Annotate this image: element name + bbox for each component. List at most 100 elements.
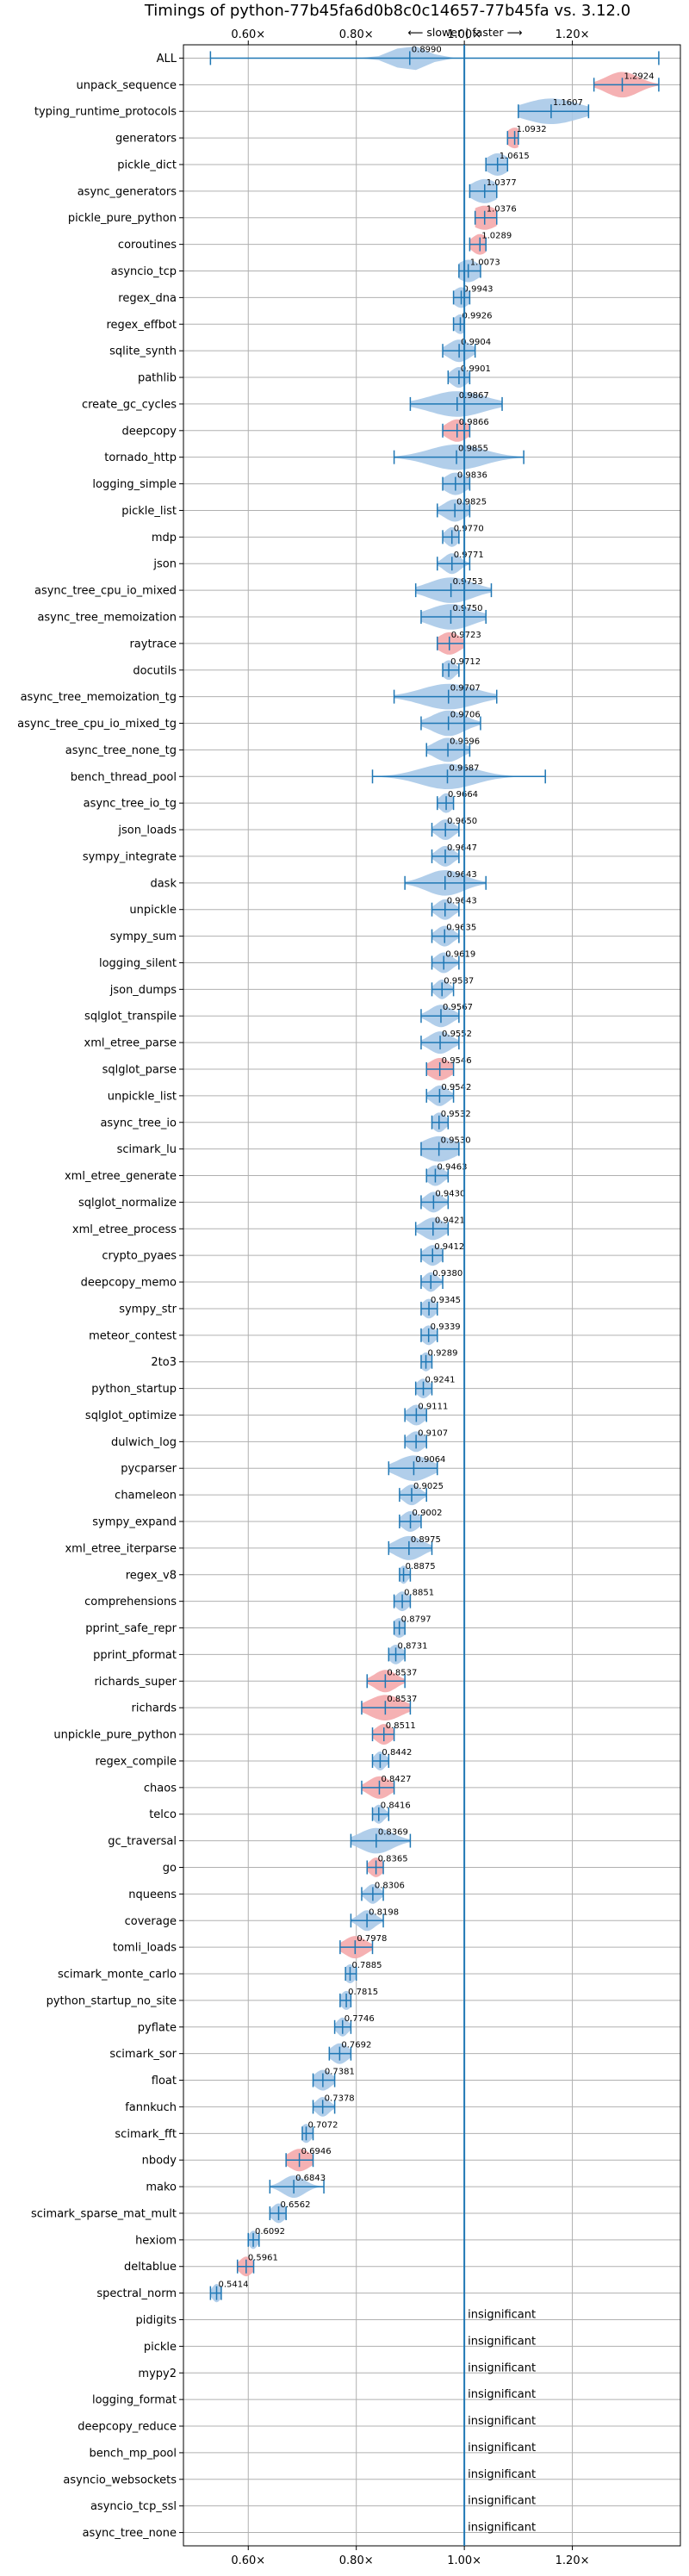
y-tick-label: async_tree_none_tg: [65, 744, 177, 757]
value-label: 0.8731: [398, 1641, 428, 1651]
value-label: 0.9647: [447, 843, 477, 853]
value-label: 0.7746: [344, 2014, 375, 2024]
y-tick-label: pickle: [144, 2341, 177, 2354]
value-label: 1.0073: [470, 258, 500, 268]
y-tick-label: regex_dna: [118, 292, 177, 305]
y-tick-label: async_tree_none: [83, 2527, 177, 2540]
insignificant-label: insignificant: [468, 2388, 536, 2401]
value-label: 0.8198: [369, 1907, 399, 1917]
y-tick-label: logging_simple: [92, 478, 177, 491]
y-tick-label: nbody: [142, 2155, 177, 2168]
y-tick-label: asyncio_tcp_ssl: [90, 2500, 177, 2513]
insignificant-label: insignificant: [468, 2415, 536, 2428]
value-label: 0.8975: [411, 1535, 441, 1545]
y-tick-label: go: [163, 1862, 177, 1875]
axes-layer: 0.60× 0.60× 0.80× 0.80× 1.00× 1.00× 1.20× 1.20×: [179, 28, 681, 2567]
value-label: 0.9463: [437, 1163, 467, 1173]
value-label: 0.9712: [450, 657, 481, 667]
value-label: 0.9619: [445, 949, 475, 959]
y-tick-label: xml_etree_process: [72, 1223, 177, 1236]
insignificant-label: insignificant: [468, 2495, 536, 2508]
y-tick-label: mako: [146, 2181, 177, 2194]
y-tick-label: asyncio_websockets: [63, 2473, 177, 2486]
y-tick-label: deepcopy_reduce: [78, 2421, 177, 2434]
grid-layer: [183, 45, 680, 2546]
value-label: 0.5961: [248, 2254, 278, 2263]
y-tick-label: chameleon: [115, 1490, 177, 1503]
y-tick-label: async_tree_cpu_io_mixed: [34, 585, 177, 598]
value-label: 0.9643: [447, 870, 477, 880]
y-tick-label: richards_super: [94, 1676, 177, 1689]
y-tick-label: telco: [149, 1808, 177, 1821]
y-tick-label: meteor_contest: [89, 1329, 177, 1342]
value-label: 1.0376: [487, 205, 517, 215]
y-tick-label: bench_mp_pool: [89, 2447, 177, 2460]
value-label: 0.8442: [382, 1748, 412, 1758]
value-label: 0.9430: [435, 1189, 465, 1198]
y-tick-label: hexiom: [135, 2234, 177, 2247]
y-tick-label: scimark_fft: [115, 2128, 177, 2141]
value-label: 0.7692: [341, 2041, 371, 2050]
y-tick-label: asyncio_tcp: [111, 265, 177, 278]
value-label: 0.9002: [413, 1509, 443, 1518]
y-tick-label: scimark_monte_carlo: [58, 1969, 177, 1982]
y-tick-label: json_loads: [117, 824, 177, 837]
y-tick-label: sympy_expand: [92, 1516, 177, 1529]
x-tick-label-bottom: 1.20×: [556, 2554, 590, 2567]
value-label: 1.0289: [481, 232, 512, 241]
y-tick-label: sympy_integrate: [83, 850, 177, 863]
x-tick-label-top: 1.00×: [447, 28, 481, 41]
y-tick-label: docutils: [133, 664, 177, 677]
value-label: 0.5414: [219, 2280, 249, 2290]
plot-frame: [183, 44, 681, 2547]
value-label: 0.9770: [454, 524, 484, 533]
y-tick-label: sqlglot_normalize: [78, 1197, 177, 1210]
y-tick-label: comprehensions: [84, 1596, 177, 1608]
value-label: 0.9643: [447, 897, 477, 906]
value-label: 1.2924: [624, 72, 655, 81]
y-tick-label: 2to3: [151, 1356, 177, 1369]
x-tick-label-top: 0.60×: [231, 28, 265, 41]
value-label: 0.9421: [435, 1216, 465, 1225]
value-label: 0.9107: [418, 1428, 448, 1438]
marks-layer: [209, 46, 660, 2303]
y-tick-label: tomli_loads: [113, 1942, 177, 1955]
y-tick-label: sqlglot_parse: [102, 1063, 177, 1076]
value-label: 0.9901: [461, 364, 491, 374]
y-tick-label: pprint_pformat: [93, 1649, 177, 1662]
y-tick-label: sympy_sum: [110, 930, 177, 943]
value-label: 0.9380: [432, 1269, 462, 1279]
value-label: 0.9025: [413, 1482, 444, 1491]
y-tick-label: unpickle_list: [108, 1090, 177, 1103]
y-tick-label: sympy_str: [119, 1303, 177, 1316]
insignificant-label: insignificant: [468, 2468, 536, 2481]
y-tick-label: raytrace: [129, 638, 177, 650]
value-label: 0.8990: [412, 45, 442, 54]
value-label: 0.7978: [357, 1934, 387, 1944]
value-label: 0.9855: [458, 445, 488, 454]
value-label: 0.9650: [447, 817, 477, 826]
value-label: 0.8365: [378, 1854, 408, 1864]
y-tick-label: unpickle: [129, 904, 177, 917]
y-tick-label: unpickle_pure_python: [53, 1729, 177, 1742]
y-tick-label: float: [152, 2075, 177, 2088]
value-label: 0.7381: [325, 2068, 355, 2077]
y-tick-label: regex_v8: [126, 1569, 177, 1582]
x-tick-label-bottom: 0.60×: [231, 2554, 265, 2567]
y-tick-label: xml_etree_iterparse: [65, 1542, 177, 1555]
value-label: 0.9825: [456, 497, 487, 507]
value-label: 0.8416: [381, 1801, 411, 1811]
value-label: 0.9587: [444, 976, 474, 986]
value-label: 0.9567: [443, 1003, 473, 1012]
value-label: 0.9943: [463, 284, 493, 294]
value-label: 0.9750: [452, 604, 482, 613]
value-label: 1.1607: [553, 98, 583, 108]
x-tick-label-top: 0.80×: [339, 28, 374, 41]
y-tick-label: sqlglot_optimize: [85, 1409, 177, 1422]
y-tick-label: nqueens: [128, 1888, 177, 1901]
y-tick-label: deltablue: [124, 2261, 177, 2274]
y-tick-label: spectral_norm: [96, 2287, 177, 2300]
y-tick-label: pyflate: [138, 2021, 177, 2034]
y-tick-label: fannkuch: [125, 2101, 177, 2114]
